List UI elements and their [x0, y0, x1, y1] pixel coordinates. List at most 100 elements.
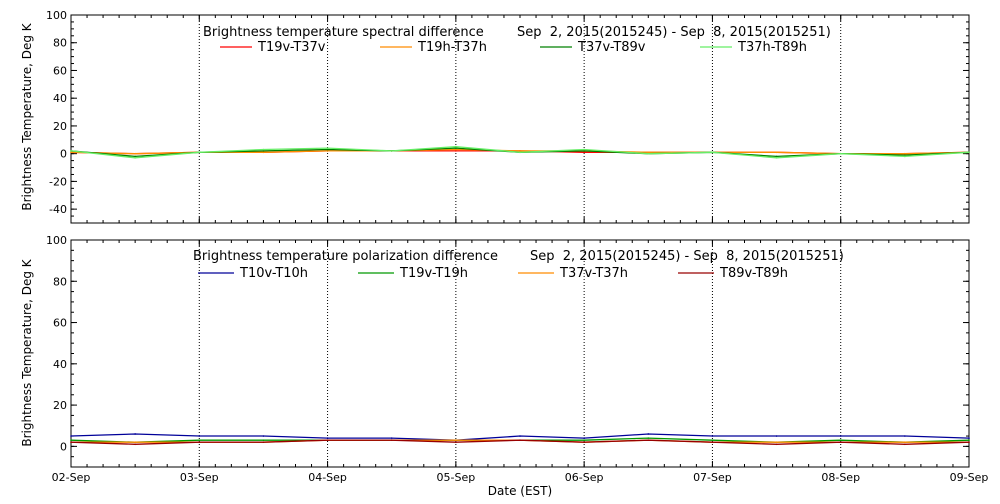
x-tick-label: 02-Sep — [52, 471, 91, 484]
data-point — [583, 437, 585, 439]
legend-label: T19v-T19h — [399, 266, 468, 281]
y-axis-label: Brightness Temperature, Deg K — [20, 22, 34, 210]
y-tick-label: 0 — [60, 440, 67, 453]
legend-label: T37h-T89h — [737, 40, 807, 55]
data-point — [839, 441, 842, 444]
data-point — [519, 435, 521, 437]
data-point — [583, 439, 585, 441]
data-point — [647, 152, 650, 155]
legend-label: T37v-T89v — [577, 40, 646, 55]
data-point — [455, 439, 457, 441]
data-point — [262, 150, 265, 152]
data-point — [262, 148, 265, 151]
data-point — [775, 441, 778, 444]
data-point — [326, 437, 329, 439]
data-point — [711, 435, 714, 437]
data-point — [70, 151, 72, 154]
y-axis-label: Brightness Temperature, Deg K — [20, 258, 34, 446]
x-axis-label: Date (EST) — [488, 484, 552, 498]
data-point — [968, 439, 970, 441]
data-point — [198, 441, 201, 444]
panel-date-range: Sep 2, 2015(2015245) - Sep 8, 2015(20152… — [517, 25, 831, 40]
data-point — [390, 150, 393, 152]
data-point — [904, 443, 906, 446]
y-tick-label: 100 — [46, 9, 67, 22]
plot-frame — [70, 14, 970, 224]
data-point — [326, 150, 329, 152]
polarization-difference-panel: Brightness temperature polarization diff… — [20, 234, 988, 498]
data-point — [583, 441, 585, 444]
data-point — [455, 150, 457, 152]
data-point — [647, 151, 650, 154]
data-point — [904, 435, 906, 437]
data-point — [904, 154, 906, 156]
x-tick-label: 07-Sep — [693, 471, 732, 484]
data-point — [711, 439, 714, 441]
data-point — [775, 443, 778, 446]
x-tick-label: 05-Sep — [437, 471, 476, 484]
data-point — [70, 439, 72, 441]
legend-label: T19v-T37v — [257, 40, 326, 55]
data-point — [326, 439, 329, 441]
data-point — [198, 435, 201, 437]
data-point — [455, 145, 457, 148]
data-point — [134, 152, 136, 155]
y-tick-label: 20 — [53, 120, 67, 133]
data-point — [262, 151, 265, 154]
data-point — [134, 157, 136, 159]
data-point — [647, 437, 650, 439]
data-point — [70, 150, 72, 152]
data-point — [455, 148, 457, 151]
data-point — [390, 437, 393, 439]
data-point — [775, 155, 778, 158]
data-point — [968, 151, 970, 154]
data-point — [455, 441, 457, 444]
y-tick-label: 60 — [53, 317, 67, 330]
y-tick-label: 20 — [53, 399, 67, 412]
legend-label: T10v-T10h — [239, 266, 308, 281]
spectral-difference-panel: Brightness temperature spectral differen… — [20, 9, 970, 224]
y-tick-label: 40 — [53, 92, 67, 105]
x-tick-label: 03-Sep — [180, 471, 219, 484]
data-point — [519, 150, 521, 152]
data-point — [262, 441, 265, 444]
panel-date-range: Sep 2, 2015(2015245) - Sep 8, 2015(20152… — [530, 249, 844, 264]
data-point — [583, 151, 585, 154]
data-point — [839, 435, 842, 437]
data-point — [647, 439, 650, 441]
data-point — [968, 437, 970, 439]
y-tick-label: 80 — [53, 37, 67, 50]
x-tick-label: 08-Sep — [821, 471, 860, 484]
y-tick-label: -20 — [49, 175, 67, 188]
data-point — [198, 151, 201, 154]
data-point — [775, 151, 778, 154]
data-point — [839, 439, 842, 441]
data-point — [647, 433, 650, 435]
y-tick-label: 100 — [46, 234, 67, 247]
x-tick-label: 06-Sep — [565, 471, 604, 484]
data-point — [775, 157, 778, 159]
data-point — [904, 152, 906, 155]
data-point — [134, 433, 136, 435]
y-tick-label: 80 — [53, 275, 67, 288]
data-point — [519, 439, 521, 441]
data-point — [775, 435, 778, 437]
legend-label: T37v-T37h — [559, 266, 628, 281]
legend-label: T19h-T37h — [417, 40, 487, 55]
data-point — [70, 435, 72, 437]
plot-frame — [70, 239, 970, 468]
data-point — [968, 441, 970, 444]
x-tick-label: 09-Sep — [950, 471, 989, 484]
data-point — [262, 435, 265, 437]
data-point — [519, 151, 521, 154]
data-point — [904, 441, 906, 444]
data-point — [134, 155, 136, 158]
panel-title: Brightness temperature polarization diff… — [193, 249, 498, 264]
data-point — [326, 147, 329, 149]
data-point — [711, 151, 714, 154]
panel-title: Brightness temperature spectral differen… — [203, 25, 484, 40]
y-tick-label: -40 — [49, 203, 67, 216]
series-line-t10v-t10h — [70, 433, 970, 441]
